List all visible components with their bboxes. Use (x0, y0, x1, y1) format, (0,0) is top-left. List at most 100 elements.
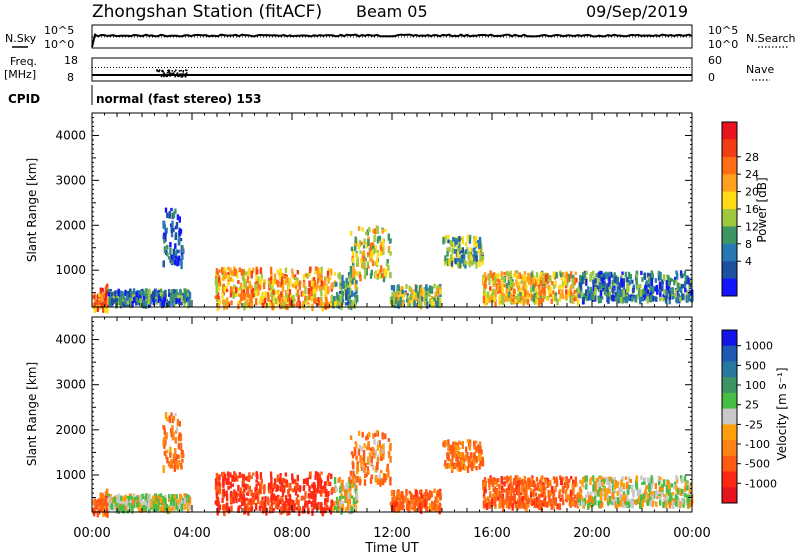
velocity-cell (680, 489, 684, 494)
velocity-cell (336, 508, 339, 513)
power-cell (347, 288, 350, 295)
power-cell (509, 270, 512, 277)
velocity-cell (523, 475, 527, 484)
velocity-cell (218, 474, 221, 481)
velocity-cell (231, 475, 234, 482)
power-cell (167, 256, 171, 260)
power-cell (595, 273, 598, 278)
power-cell (154, 288, 158, 295)
velocity-cell (165, 504, 168, 509)
power-cell (434, 295, 437, 301)
velocity-cell (564, 479, 568, 483)
power-cell (558, 290, 561, 295)
velocity-cell (511, 503, 514, 511)
power-cell (264, 291, 267, 297)
power-cell (103, 301, 106, 305)
velocity-cell (444, 460, 447, 466)
power-cell (176, 291, 179, 298)
power-cell (254, 283, 257, 291)
power-cell (376, 273, 380, 277)
velocity-cell (573, 494, 576, 500)
velocity-cell (288, 498, 291, 507)
power-cell (226, 274, 229, 280)
power-cell (182, 293, 185, 301)
power-cell (298, 301, 301, 309)
colorbar-label: -500 (745, 458, 770, 471)
velocity-cell (483, 477, 487, 482)
velocity-cell (275, 484, 278, 492)
velocity-cell (387, 469, 390, 478)
power-cell (634, 294, 637, 302)
power-cell (358, 240, 362, 247)
velocity-cell (355, 484, 358, 491)
power-cell (216, 292, 220, 300)
velocity-cell (442, 441, 445, 447)
power-cell (315, 298, 319, 304)
power-cell (546, 278, 549, 285)
velocity-cell (134, 496, 137, 505)
power-cell (524, 275, 527, 281)
velocity-cell (237, 493, 240, 497)
velocity-cell (515, 500, 518, 505)
power-cell (490, 293, 494, 297)
velocity-cell (291, 488, 295, 493)
velocity-cell (415, 498, 418, 502)
velocity-cell (380, 470, 383, 474)
velocity-cell (225, 507, 229, 513)
power-cell (319, 299, 323, 306)
velocity-cell (357, 448, 361, 456)
power-cell (500, 271, 503, 278)
velocity-cell (250, 489, 253, 497)
power-cell (405, 298, 409, 303)
power-cell (260, 274, 263, 280)
velocity-cell (650, 483, 654, 490)
power-cell (602, 286, 606, 291)
power-cell (172, 293, 176, 302)
velocity-cell (582, 501, 585, 506)
velocity-cell (238, 498, 241, 502)
velocity-cell (540, 476, 543, 481)
power-cell (529, 286, 533, 294)
power-cell (316, 284, 319, 289)
velocity-cell (147, 502, 151, 509)
velocity-cell (102, 510, 105, 518)
velocity-cell (348, 500, 352, 504)
velocity-cell (439, 494, 442, 501)
power-cell (620, 274, 623, 278)
velocity-cell (280, 496, 283, 505)
power-cell (541, 298, 545, 302)
velocity-cell (650, 475, 653, 479)
velocity-cell (370, 456, 373, 463)
velocity-cell (668, 501, 672, 509)
velocity-cell (468, 442, 472, 451)
velocity-cell (231, 492, 234, 498)
velocity-cell (625, 501, 628, 506)
velocity-cell (308, 474, 312, 480)
power-cell (616, 285, 619, 293)
velocity-cell (436, 493, 439, 498)
colorbar-segment (722, 424, 737, 441)
power-cell (496, 278, 499, 283)
velocity-cell (623, 482, 626, 490)
velocity-cell (364, 462, 367, 468)
power-cell (636, 284, 639, 291)
velocity-cell (475, 456, 478, 462)
power-cell (394, 294, 398, 299)
power-cell (388, 246, 391, 250)
power-cell (448, 258, 451, 266)
power-cell (362, 245, 366, 249)
power-cell (639, 283, 642, 288)
velocity-cell (333, 477, 337, 485)
power-cell (664, 295, 668, 303)
power-cell (629, 274, 633, 279)
velocity-cell (269, 471, 273, 478)
velocity-cell (511, 486, 514, 491)
velocity-cell (360, 467, 364, 471)
velocity-scale-title: Velocity [m s⁻¹] (775, 367, 789, 460)
velocity-cell (148, 497, 151, 506)
power-cell (614, 275, 618, 279)
velocity-cell (500, 495, 503, 503)
power-cell (169, 259, 172, 264)
power-cell (282, 301, 285, 307)
velocity-cell (369, 477, 373, 484)
